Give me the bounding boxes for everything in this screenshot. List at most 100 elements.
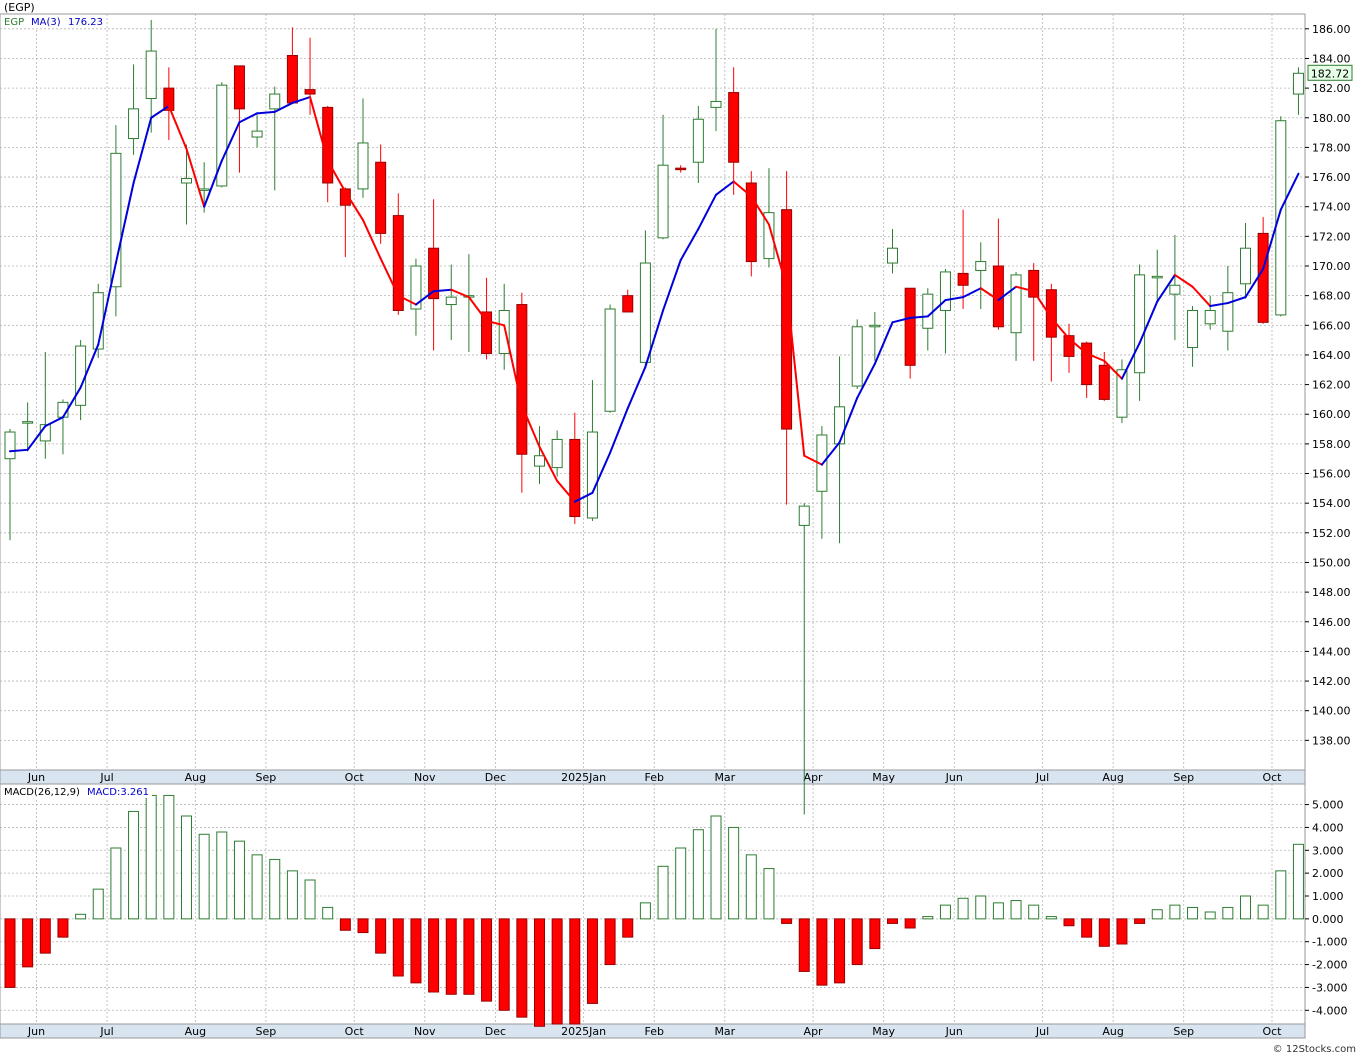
candle-body <box>1010 274 1022 334</box>
month-label: Aug <box>1102 771 1123 784</box>
price-tick-label: 158.00 <box>1312 438 1351 451</box>
candle-body <box>763 212 775 260</box>
price-x-axis-labels: Jun Jul Aug Sep Oct Nov Dec 2025Jan Feb Mar Apr May… <box>27 771 1282 784</box>
candle-up <box>1169 234 1181 341</box>
macd-bar <box>339 918 351 931</box>
candle-up <box>22 402 34 452</box>
macd-bar <box>410 918 422 984</box>
month-label: Jul <box>1035 1025 1049 1038</box>
candle-body <box>1063 335 1075 357</box>
candle-body <box>534 455 545 467</box>
macd-bar <box>22 918 34 968</box>
legend-ma-label: MA(3) <box>31 17 61 28</box>
candle-up <box>269 86 281 191</box>
candle-body <box>975 261 987 271</box>
macd-bar <box>569 918 581 1025</box>
price-tick-label: 180.00 <box>1312 112 1351 125</box>
legend-symbol: EGP <box>4 17 24 28</box>
macd-bar <box>763 868 775 920</box>
price-tick-label: 146.00 <box>1312 616 1351 629</box>
candle-body <box>657 164 669 239</box>
price-gridlines <box>0 14 1305 770</box>
macd-bar <box>1151 909 1163 920</box>
ma-segment <box>1138 300 1159 345</box>
last-price-box: 182.72 <box>1307 64 1353 81</box>
macd-bar <box>586 918 598 1004</box>
macd-tick-label: 3.000 <box>1312 844 1344 857</box>
macd-bar <box>1081 918 1093 938</box>
ma-segment <box>591 451 612 494</box>
candle-body <box>163 87 175 111</box>
candle-body <box>145 50 157 99</box>
ma-segment <box>1068 337 1088 355</box>
candle-body <box>357 142 369 190</box>
candle-up <box>869 311 881 361</box>
candle-body <box>1134 274 1146 374</box>
month-label: Feb <box>644 771 663 784</box>
macd-bar <box>498 918 510 1011</box>
macd-bar <box>251 854 263 920</box>
price-x-axis-band <box>0 769 1306 785</box>
ma-segment <box>150 104 170 119</box>
candle-body <box>639 262 651 363</box>
macd-x-axis-labels: Jun Jul Aug Sep Oct Nov Dec 2025Jan Feb Mar Apr May… <box>27 1025 1282 1038</box>
price-tick-label: 164.00 <box>1312 349 1351 362</box>
macd-bar <box>181 815 192 920</box>
candle-down <box>675 165 687 173</box>
macd-bar <box>728 826 740 920</box>
candle-up <box>1151 249 1163 302</box>
ma-segment <box>362 219 382 260</box>
month-label: Feb <box>644 1025 663 1038</box>
price-header: (EGP) <box>4 1 35 14</box>
candle-body <box>957 272 969 286</box>
candle-body <box>216 84 228 187</box>
legend-background <box>2 15 102 28</box>
candle-up <box>128 64 140 155</box>
candle-up <box>710 28 722 132</box>
candle-up <box>534 426 545 484</box>
candle-body <box>1081 342 1093 386</box>
candle-down <box>428 199 440 351</box>
candle-up <box>110 125 122 317</box>
ma-segment <box>891 316 912 324</box>
macd-bar <box>375 918 387 954</box>
candle-up <box>692 105 704 183</box>
macd-bar <box>1204 911 1216 920</box>
candle-down <box>304 37 316 115</box>
macd-bar <box>904 918 916 929</box>
candle-body <box>1116 369 1128 418</box>
month-label: Jul <box>99 771 113 784</box>
candle-body <box>339 188 351 206</box>
macd-legend-background <box>2 785 152 798</box>
ma-segment <box>1244 267 1265 299</box>
ma-segment <box>344 190 364 222</box>
price-tick-label: 152.00 <box>1312 527 1351 540</box>
candle-up <box>657 114 669 240</box>
macd-bar <box>1116 918 1128 945</box>
macd-tick-label: -3.000 <box>1312 981 1347 994</box>
month-label: Nov <box>414 771 436 784</box>
ma-segment <box>1015 285 1035 293</box>
candle-body <box>286 55 298 104</box>
macd-bar <box>1222 906 1234 920</box>
candle-up <box>851 319 863 390</box>
month-label: Aug <box>185 1025 206 1038</box>
candle-down <box>622 289 634 313</box>
candle-up <box>145 19 157 133</box>
macd-bar <box>834 918 846 984</box>
ma-segment <box>767 223 788 288</box>
ma-segment <box>238 112 259 124</box>
candle-body <box>939 271 951 311</box>
candle-body <box>904 287 916 366</box>
ma-segment <box>256 110 276 115</box>
candle-up <box>639 230 651 366</box>
candle-up <box>4 429 16 541</box>
ma-segment <box>573 491 594 503</box>
candle-body <box>181 178 192 184</box>
candle-body <box>675 167 687 171</box>
candle-body <box>745 182 757 263</box>
candle-body <box>692 118 704 163</box>
candle-body <box>586 431 598 519</box>
macd-y-ticks: 5.000 4.000 3.000 2.000 1.000 0.000 -1.000 -2.0… <box>1305 799 1347 1017</box>
